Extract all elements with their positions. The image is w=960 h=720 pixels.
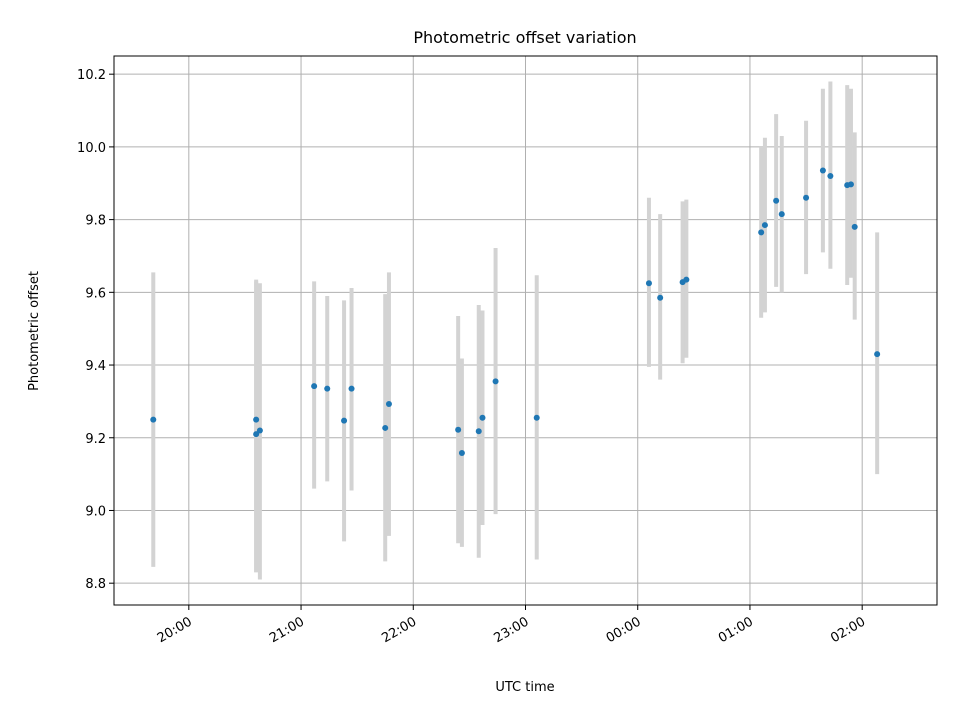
data-point bbox=[851, 223, 858, 230]
y-tick-label: 9.4 bbox=[85, 359, 106, 374]
data-point bbox=[324, 385, 331, 392]
data-point bbox=[455, 426, 462, 433]
data-point bbox=[385, 400, 392, 407]
data-point bbox=[479, 414, 486, 421]
data-points bbox=[150, 167, 881, 457]
y-tick-label: 9.8 bbox=[85, 214, 106, 229]
data-point bbox=[533, 414, 540, 421]
grid-lines bbox=[114, 56, 937, 605]
data-point bbox=[645, 280, 652, 287]
x-tick-label: 00:00 bbox=[604, 614, 644, 646]
data-point bbox=[492, 378, 499, 385]
y-axis: 8.8 9.0 9.2 9.4 9.6 9.8 10.0 10.2 bbox=[77, 68, 114, 592]
data-point bbox=[150, 416, 157, 423]
data-point bbox=[458, 450, 465, 457]
error-bars bbox=[151, 81, 880, 580]
y-tick-label: 10.2 bbox=[77, 68, 106, 83]
data-point bbox=[758, 229, 765, 236]
data-point bbox=[348, 385, 355, 392]
x-tick-label: 21:00 bbox=[267, 614, 307, 646]
data-point bbox=[827, 172, 834, 179]
data-point bbox=[819, 167, 826, 174]
y-tick-label: 9.2 bbox=[85, 432, 106, 447]
data-point bbox=[847, 181, 854, 188]
x-tick-label: 02:00 bbox=[828, 614, 868, 646]
data-point bbox=[874, 351, 881, 358]
chart-title: Photometric offset variation bbox=[413, 28, 636, 47]
data-point bbox=[256, 427, 263, 434]
y-tick-label: 9.0 bbox=[85, 504, 106, 519]
data-point bbox=[773, 197, 780, 204]
x-tick-label: 20:00 bbox=[155, 614, 195, 646]
data-point bbox=[253, 431, 260, 438]
y-tick-label: 9.6 bbox=[85, 286, 106, 301]
x-tick-label: 23:00 bbox=[492, 614, 532, 646]
data-point bbox=[382, 424, 389, 431]
data-point bbox=[341, 417, 348, 424]
data-point bbox=[253, 416, 260, 423]
y-tick-label: 10.0 bbox=[77, 141, 106, 156]
x-axis-label: UTC time bbox=[495, 680, 554, 695]
x-tick-label: 22:00 bbox=[379, 614, 419, 646]
y-tick-label: 8.8 bbox=[85, 577, 106, 592]
data-point bbox=[761, 222, 768, 229]
data-point bbox=[311, 383, 318, 390]
data-point bbox=[683, 276, 690, 283]
data-point bbox=[475, 428, 482, 435]
y-axis-label: Photometric offset bbox=[27, 271, 42, 391]
x-tick-label: 01:00 bbox=[716, 614, 756, 646]
data-point bbox=[657, 294, 664, 301]
x-axis: 20:00 21:00 22:00 23:00 00:00 01:00 02:00 bbox=[155, 605, 868, 646]
data-point bbox=[803, 194, 810, 201]
data-point bbox=[778, 211, 785, 218]
